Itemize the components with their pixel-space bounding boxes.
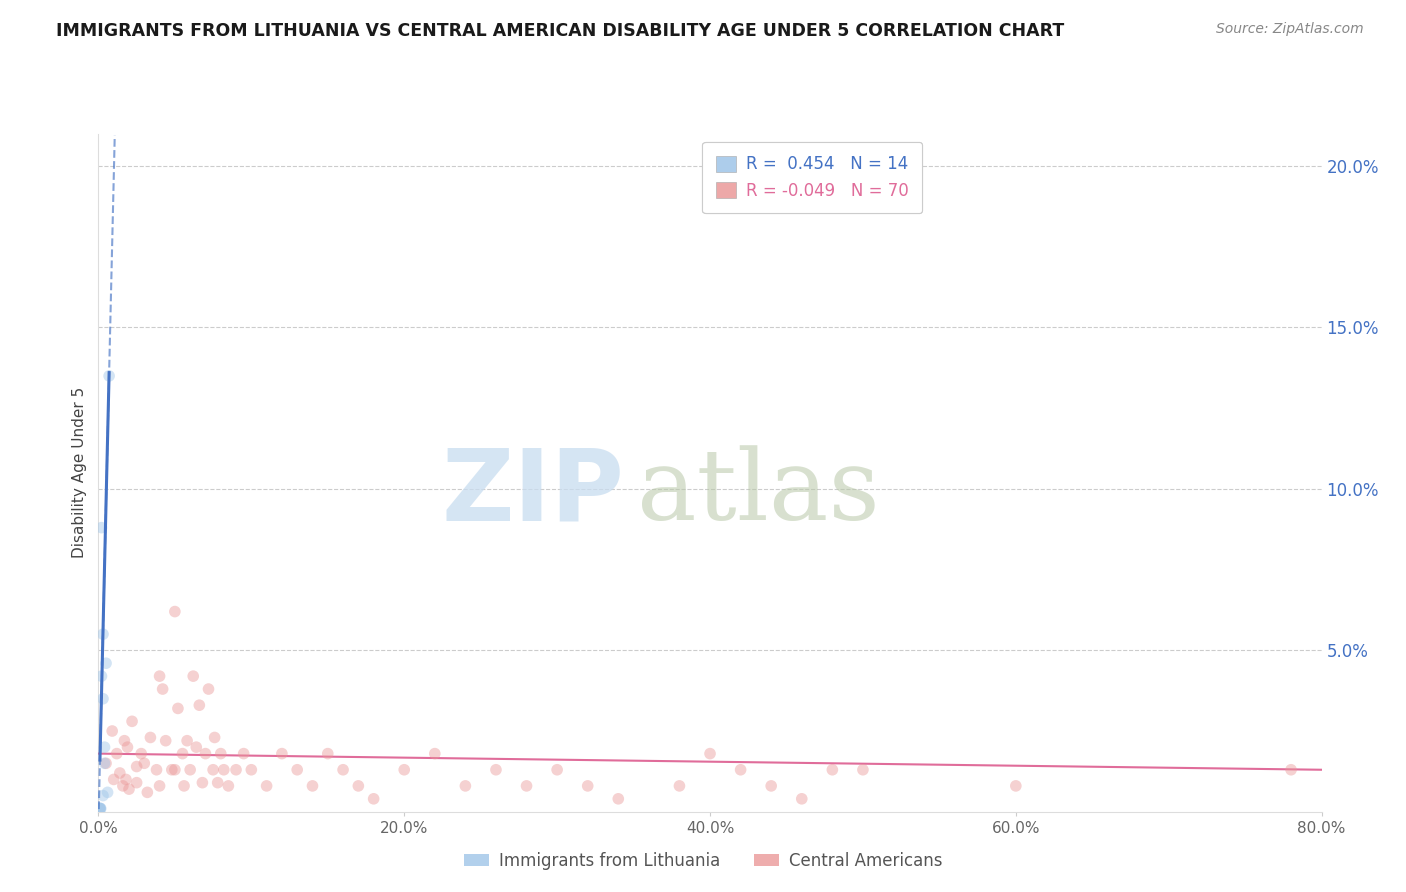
Point (176, 733, 198, 747)
Point (91, 691, 114, 706)
Point (204, 731, 226, 745)
Point (90, 801, 112, 815)
Point (160, 763, 183, 777)
Point (115, 772, 138, 787)
Point (172, 747, 194, 761)
Point (668, 779, 690, 793)
Point (129, 747, 152, 761)
Point (852, 763, 875, 777)
Point (759, 779, 782, 793)
Point (93, 756, 115, 771)
Text: Source: ZipAtlas.com: Source: ZipAtlas.com (1216, 22, 1364, 37)
Point (363, 792, 385, 806)
Point (136, 785, 159, 799)
Point (194, 747, 217, 761)
Point (108, 766, 131, 780)
Point (285, 763, 308, 777)
Point (181, 669, 204, 683)
Point (207, 775, 229, 789)
Y-axis label: Disability Age Under 5: Disability Age Under 5 (72, 387, 87, 558)
Point (163, 763, 186, 777)
Point (225, 763, 247, 777)
Point (149, 779, 172, 793)
Point (139, 731, 162, 745)
Point (91, 627, 114, 641)
Point (232, 747, 254, 761)
Text: atlas: atlas (637, 445, 879, 541)
Point (485, 763, 508, 777)
Point (94, 756, 117, 771)
Legend: Immigrants from Lithuania, Central Americans: Immigrants from Lithuania, Central Ameri… (457, 845, 949, 877)
Point (97, 785, 120, 799)
Point (91, 789, 114, 803)
Point (89, 801, 111, 815)
Point (134, 756, 156, 771)
Point (256, 779, 278, 793)
Text: IMMIGRANTS FROM LITHUANIA VS CENTRAL AMERICAN DISABILITY AGE UNDER 5 CORRELATION: IMMIGRANTS FROM LITHUANIA VS CENTRAL AME… (56, 22, 1064, 40)
Point (240, 763, 263, 777)
Point (576, 779, 599, 793)
Point (94, 657, 117, 671)
Point (118, 782, 141, 797)
Point (117, 740, 139, 755)
Point (1004, 779, 1026, 793)
Point (607, 792, 630, 806)
Point (145, 763, 167, 777)
Point (197, 681, 219, 696)
Point (167, 701, 190, 715)
Point (699, 747, 721, 761)
Point (149, 669, 172, 683)
Legend: R =  0.454   N = 14, R = -0.049   N = 70: R = 0.454 N = 14, R = -0.049 N = 70 (703, 142, 922, 213)
Point (125, 775, 148, 789)
Point (191, 775, 214, 789)
Point (105, 747, 128, 761)
Point (93, 740, 115, 755)
Point (301, 779, 323, 793)
Point (316, 747, 339, 761)
Point (152, 681, 174, 696)
Point (1279, 763, 1302, 777)
Point (155, 733, 177, 747)
Point (217, 779, 239, 793)
Point (103, 772, 125, 787)
Point (202, 763, 225, 777)
Point (101, 724, 124, 739)
Point (454, 779, 477, 793)
Text: ZIP: ZIP (441, 444, 624, 541)
Point (270, 747, 292, 761)
Point (163, 605, 186, 619)
Point (98, 368, 121, 383)
Point (188, 698, 211, 713)
Point (212, 763, 235, 777)
Point (179, 763, 201, 777)
Point (121, 714, 143, 729)
Point (112, 733, 135, 747)
Point (186, 740, 208, 755)
Point (89, 801, 111, 815)
Point (516, 779, 538, 793)
Point (89, 801, 111, 815)
Point (790, 792, 813, 806)
Point (209, 747, 232, 761)
Point (546, 763, 568, 777)
Point (173, 779, 195, 793)
Point (90, 669, 112, 683)
Point (125, 759, 148, 773)
Point (90, 521, 112, 535)
Point (347, 779, 370, 793)
Point (111, 779, 134, 793)
Point (423, 747, 446, 761)
Point (821, 763, 844, 777)
Point (730, 763, 752, 777)
Point (332, 763, 354, 777)
Point (392, 763, 416, 777)
